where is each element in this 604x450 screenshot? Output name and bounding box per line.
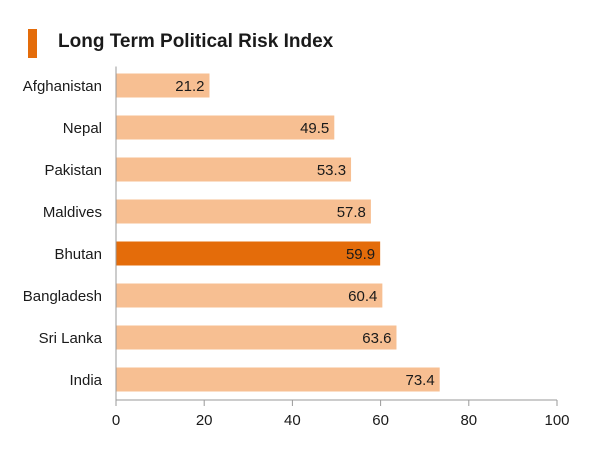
category-label: Afghanistan (23, 78, 102, 95)
chart-title: Long Term Political Risk Index (58, 31, 334, 52)
value-label: 63.6 (362, 330, 391, 347)
category-label: Pakistan (44, 162, 102, 179)
value-label: 73.4 (405, 372, 434, 389)
x-tick-label: 20 (196, 412, 213, 429)
x-tick-label: 0 (112, 412, 120, 429)
value-label: 49.5 (300, 120, 329, 137)
value-label: 57.8 (337, 204, 366, 221)
category-label: India (69, 372, 102, 389)
category-label: Bangladesh (23, 288, 102, 305)
bar-nepal (116, 115, 335, 140)
x-tick-label: 60 (372, 412, 389, 429)
category-label: Sri Lanka (39, 330, 103, 347)
value-label: 21.2 (175, 78, 204, 95)
value-label: 59.9 (346, 246, 375, 263)
x-tick-label: 40 (284, 412, 301, 429)
value-label: 53.3 (317, 162, 346, 179)
bar-maldives (116, 199, 371, 224)
bar-afghanistan (116, 73, 210, 98)
value-label: 60.4 (348, 288, 377, 305)
bar-bangladesh (116, 283, 383, 308)
bar-pakistan (116, 157, 352, 182)
title-marker (28, 29, 37, 58)
x-tick-label: 80 (460, 412, 477, 429)
category-label: Bhutan (54, 246, 102, 263)
bar-india (116, 367, 440, 392)
category-label: Nepal (63, 120, 102, 137)
bar-sri-lanka (116, 325, 397, 350)
category-label: Maldives (43, 204, 102, 221)
x-tick-label: 100 (544, 412, 569, 429)
bar-bhutan (116, 241, 381, 266)
